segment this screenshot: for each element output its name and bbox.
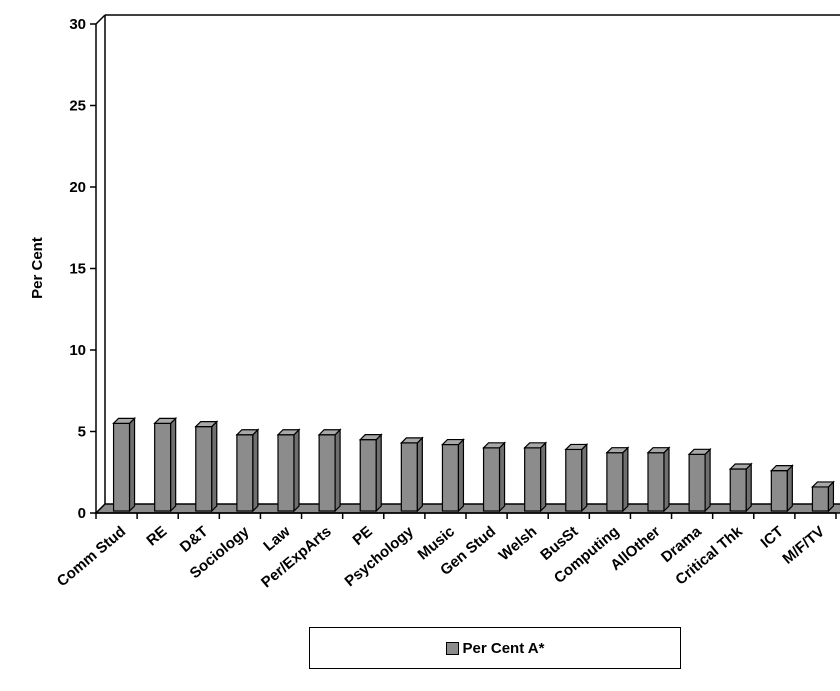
legend-swatch xyxy=(445,642,459,655)
bar xyxy=(646,446,671,513)
bar-front xyxy=(565,448,583,512)
x-tick-label: ICT xyxy=(757,523,786,552)
bar-front xyxy=(811,486,830,512)
bar-side xyxy=(252,428,259,513)
bar-top xyxy=(687,448,712,455)
y-tick-label: 15 xyxy=(69,261,86,278)
y-tick-label: 20 xyxy=(69,179,86,196)
bar-side xyxy=(581,442,588,513)
bar-top xyxy=(440,438,465,446)
bar-front xyxy=(524,447,542,512)
y-tick-label: 25 xyxy=(69,98,86,115)
bar-side xyxy=(786,464,793,513)
bar-front xyxy=(359,439,377,512)
bar-side xyxy=(540,441,547,513)
bar xyxy=(523,441,548,513)
x-tick-label: Comm Stud xyxy=(54,523,129,590)
bar-front xyxy=(277,434,295,512)
bar xyxy=(317,428,342,513)
bar-top xyxy=(153,417,178,424)
bar-top xyxy=(235,429,260,436)
bar xyxy=(358,433,383,513)
bar-top xyxy=(317,429,342,436)
bar xyxy=(153,416,178,513)
bar-front xyxy=(112,422,131,512)
bar-top xyxy=(482,442,507,449)
bar xyxy=(728,462,753,513)
y-tick-label: 5 xyxy=(78,424,86,441)
x-tick-label: RE xyxy=(143,523,170,549)
y-tick-label: 30 xyxy=(69,16,86,33)
bar-top xyxy=(810,481,835,488)
bar xyxy=(810,480,835,513)
bar-top xyxy=(399,437,424,444)
bar-side xyxy=(128,416,136,513)
bar-front xyxy=(482,447,501,512)
chart-bars xyxy=(112,416,835,513)
bar-top xyxy=(605,447,630,454)
bar xyxy=(194,420,219,513)
bar-side xyxy=(663,446,670,513)
bar-top xyxy=(646,447,671,454)
bar-side xyxy=(498,441,506,513)
bar xyxy=(235,428,260,513)
bar-side xyxy=(622,446,629,513)
bar-top xyxy=(112,417,137,424)
bar-top xyxy=(728,463,753,470)
bar-top xyxy=(769,465,794,472)
bar xyxy=(440,438,465,513)
bar-top xyxy=(194,421,219,428)
bar xyxy=(687,447,712,513)
bar-front xyxy=(729,468,747,512)
x-tick-label: Law xyxy=(260,523,294,555)
bar-front xyxy=(606,452,624,512)
bar-top xyxy=(523,442,548,449)
bar-front xyxy=(688,453,706,512)
bar-side xyxy=(745,462,752,513)
bar xyxy=(276,428,301,513)
bar-side xyxy=(457,438,465,513)
bar-front xyxy=(236,434,254,512)
bar-front xyxy=(400,442,418,512)
x-tick-label: Welsh xyxy=(496,523,541,564)
bar-front xyxy=(318,434,336,512)
bar-side xyxy=(375,433,382,513)
bar-top xyxy=(276,429,301,436)
y-tick-label: 10 xyxy=(69,342,86,359)
bar xyxy=(605,446,630,513)
bar-top xyxy=(358,434,383,441)
bar-top xyxy=(564,443,589,451)
legend: Per Cent A* xyxy=(309,627,681,669)
bar-side xyxy=(704,447,711,513)
bar xyxy=(399,436,424,513)
x-tick-label: D&T xyxy=(177,523,212,556)
wall-corner-edge xyxy=(95,14,106,25)
y-tick-label: 0 xyxy=(78,505,86,522)
x-tick-label: PE xyxy=(350,523,376,549)
bar-side xyxy=(211,420,218,513)
bar-front xyxy=(647,452,665,512)
bar xyxy=(112,416,137,513)
bar-front xyxy=(770,470,788,512)
bar-front xyxy=(195,426,213,512)
bar-side xyxy=(334,428,341,513)
bar-side xyxy=(293,428,300,513)
bar-side xyxy=(416,436,423,513)
x-tick-label: M/F/TV xyxy=(779,523,828,568)
bar xyxy=(564,442,589,513)
bar-front xyxy=(441,443,460,512)
bar-front xyxy=(154,422,172,512)
bar xyxy=(482,441,507,513)
legend-label: Per Cent A* xyxy=(462,639,545,657)
bar-side xyxy=(170,416,177,513)
bar xyxy=(769,464,794,513)
y-axis-label: Per Cent xyxy=(29,237,46,299)
